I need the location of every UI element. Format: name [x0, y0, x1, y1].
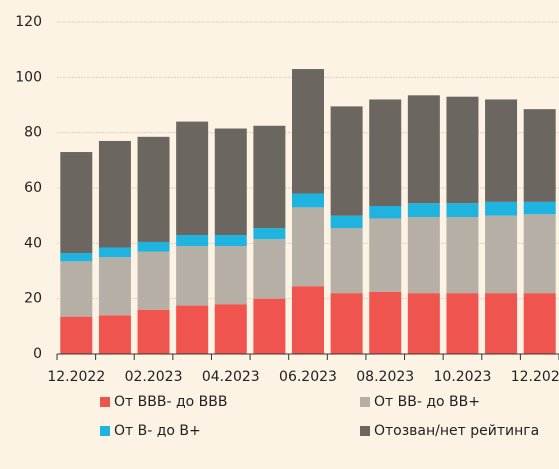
bar-segment: [446, 293, 479, 354]
bar-segment: [485, 201, 518, 216]
bar-segment: [292, 286, 324, 354]
bar-segment: [523, 201, 556, 215]
bar-segment: [60, 316, 93, 354]
bar-segment: [523, 293, 556, 354]
x-tick-label: 12.2022: [47, 369, 105, 385]
bar-segment: [330, 106, 363, 216]
bar-segment: [176, 235, 209, 247]
legend-swatch: [360, 397, 370, 407]
bar-segment: [292, 69, 324, 194]
x-tick-label: 02.2023: [125, 369, 183, 385]
bar-segment: [98, 140, 131, 248]
bar-segment: [485, 215, 518, 294]
bar-segment: [330, 215, 363, 229]
legend-label: От BBB- до BBB: [114, 394, 227, 410]
bar-segment: [523, 109, 556, 202]
legend-label: Отозван/нет рейтинга: [374, 423, 539, 439]
bar-segment: [98, 247, 131, 258]
bar-segment: [214, 128, 247, 236]
legend-swatch: [100, 426, 110, 436]
bar-segment: [523, 214, 556, 294]
bar-segment: [446, 96, 479, 204]
bar-segment: [60, 152, 93, 254]
bar-segment: [253, 228, 286, 240]
x-tick-label: 12.2023: [511, 369, 559, 385]
y-tick-label: 80: [24, 125, 42, 141]
bar-segment: [60, 261, 93, 317]
bar-segment: [137, 241, 170, 252]
bar-segment: [369, 205, 402, 219]
legend-swatch: [100, 397, 110, 407]
bar-segment: [407, 217, 440, 294]
bar-segment: [214, 235, 247, 247]
x-tick-label: 06.2023: [279, 369, 337, 385]
bar-segment: [137, 251, 170, 310]
bar-segment: [253, 239, 286, 299]
legend-label: От BB- до BB+: [374, 394, 480, 410]
bar-segment: [60, 253, 93, 262]
bar-segment: [330, 228, 363, 294]
bar-segment: [369, 218, 402, 292]
x-tick-label: 10.2023: [434, 369, 492, 385]
bar-segment: [292, 207, 324, 287]
bar-segment: [137, 136, 170, 242]
y-tick-label: 120: [15, 14, 42, 30]
bar-segment: [407, 203, 440, 218]
bar-segment: [137, 309, 170, 354]
y-tick-label: 40: [24, 235, 42, 251]
bar-segment: [446, 203, 479, 218]
bar-segment: [330, 293, 363, 354]
bar-segment: [176, 246, 209, 306]
bar-segment: [369, 99, 402, 206]
bar-segment: [253, 298, 286, 354]
bar-segment: [292, 193, 324, 208]
bar-segment: [214, 304, 247, 354]
y-tick-label: 20: [24, 291, 42, 307]
bar-segment: [485, 99, 518, 202]
y-tick-label: 100: [15, 69, 42, 85]
bar-segment: [176, 121, 209, 236]
bar-segment: [407, 293, 440, 354]
x-tick-label: 08.2023: [356, 369, 414, 385]
bar-segment: [98, 257, 131, 316]
bar-segment: [407, 95, 440, 204]
y-tick-label: 0: [33, 346, 42, 362]
y-tick-label: 60: [24, 180, 42, 196]
legend-label: От B- до B+: [114, 423, 201, 439]
bar-segment: [98, 315, 131, 354]
bar-segment: [369, 291, 402, 354]
bar-segment: [176, 305, 209, 354]
bar-segment: [446, 217, 479, 294]
bar-segment: [214, 246, 247, 305]
bar-segment: [485, 293, 518, 354]
legend-swatch: [360, 426, 370, 436]
x-tick-label: 04.2023: [202, 369, 260, 385]
bar-segment: [253, 125, 286, 229]
